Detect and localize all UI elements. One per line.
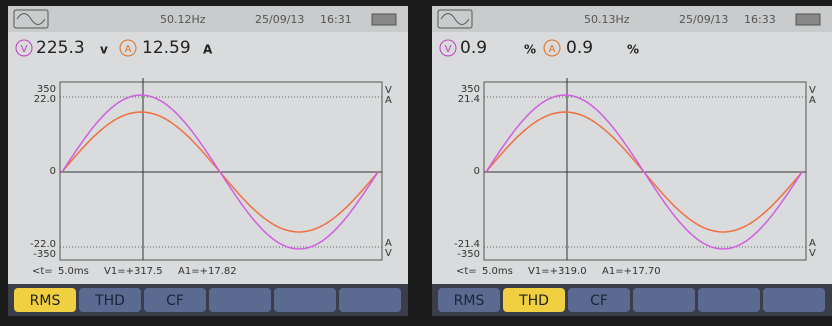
voltage: 0.9 bbox=[460, 38, 487, 58]
frequency: 50.12Hz bbox=[160, 13, 206, 26]
tab[interactable] bbox=[633, 288, 695, 312]
axis-unit: A bbox=[809, 95, 816, 106]
scale-label: 0 bbox=[474, 166, 480, 177]
tab[interactable] bbox=[209, 288, 271, 312]
battery bbox=[796, 14, 820, 25]
a-icon-label: A bbox=[549, 44, 556, 55]
voltage-unit: v bbox=[100, 43, 108, 57]
tab-label: RMS bbox=[454, 293, 485, 309]
time: 16:33 bbox=[744, 13, 776, 26]
tab-label: THD bbox=[518, 293, 549, 309]
body: 50.12Hz25/09/1316:31V225.3vA12.59A35022.… bbox=[0, 0, 832, 322]
tab[interactable] bbox=[339, 288, 401, 312]
screenshot: 50.12Hz25/09/1316:31V225.3vA12.59A35022.… bbox=[0, 0, 832, 322]
time: 16:31 bbox=[320, 13, 352, 26]
cursor-v1: V1=+317.5 bbox=[104, 266, 163, 277]
a-icon-label: A bbox=[125, 44, 132, 55]
cursor-time: 5.0ms bbox=[58, 266, 89, 277]
axis-unit: V bbox=[385, 248, 392, 259]
tab[interactable] bbox=[698, 288, 760, 312]
current: 0.9 bbox=[566, 38, 593, 58]
v-icon-label: V bbox=[445, 44, 452, 55]
cursor-time-label: <t= bbox=[456, 266, 477, 277]
frequency: 50.13Hz bbox=[584, 13, 630, 26]
current-unit: % bbox=[627, 43, 639, 57]
cursor-time: 5.0ms bbox=[482, 266, 513, 277]
page: {"screens": [ {"header": {"frequency": "… bbox=[0, 0, 832, 322]
tab-label: THD bbox=[94, 293, 125, 309]
tab-label: RMS bbox=[30, 293, 61, 309]
cursor-a1: A1=+17.82 bbox=[178, 266, 237, 277]
scale-label: -350 bbox=[457, 249, 480, 260]
scale-label: 22.0 bbox=[34, 94, 56, 105]
tab[interactable] bbox=[274, 288, 336, 312]
v-icon-label: V bbox=[21, 44, 28, 55]
tab-label: CF bbox=[166, 293, 184, 309]
scale-label: 21.4 bbox=[458, 94, 480, 105]
cursor-v1: V1=+319.0 bbox=[528, 266, 587, 277]
voltage-unit: % bbox=[524, 43, 536, 57]
tab[interactable] bbox=[763, 288, 825, 312]
axis-unit: A bbox=[385, 95, 392, 106]
cursor-time-label: <t= bbox=[32, 266, 53, 277]
voltage: 225.3 bbox=[36, 38, 85, 58]
cursor-a1: A1=+17.70 bbox=[602, 266, 661, 277]
date: 25/09/13 bbox=[255, 13, 304, 26]
axis-unit: V bbox=[809, 248, 816, 259]
scale-label: 0 bbox=[50, 166, 56, 177]
current: 12.59 bbox=[142, 38, 191, 58]
current-unit: A bbox=[203, 43, 213, 57]
date: 25/09/13 bbox=[679, 13, 728, 26]
scale-label: -350 bbox=[33, 249, 56, 260]
tab-label: CF bbox=[590, 293, 608, 309]
battery bbox=[372, 14, 396, 25]
